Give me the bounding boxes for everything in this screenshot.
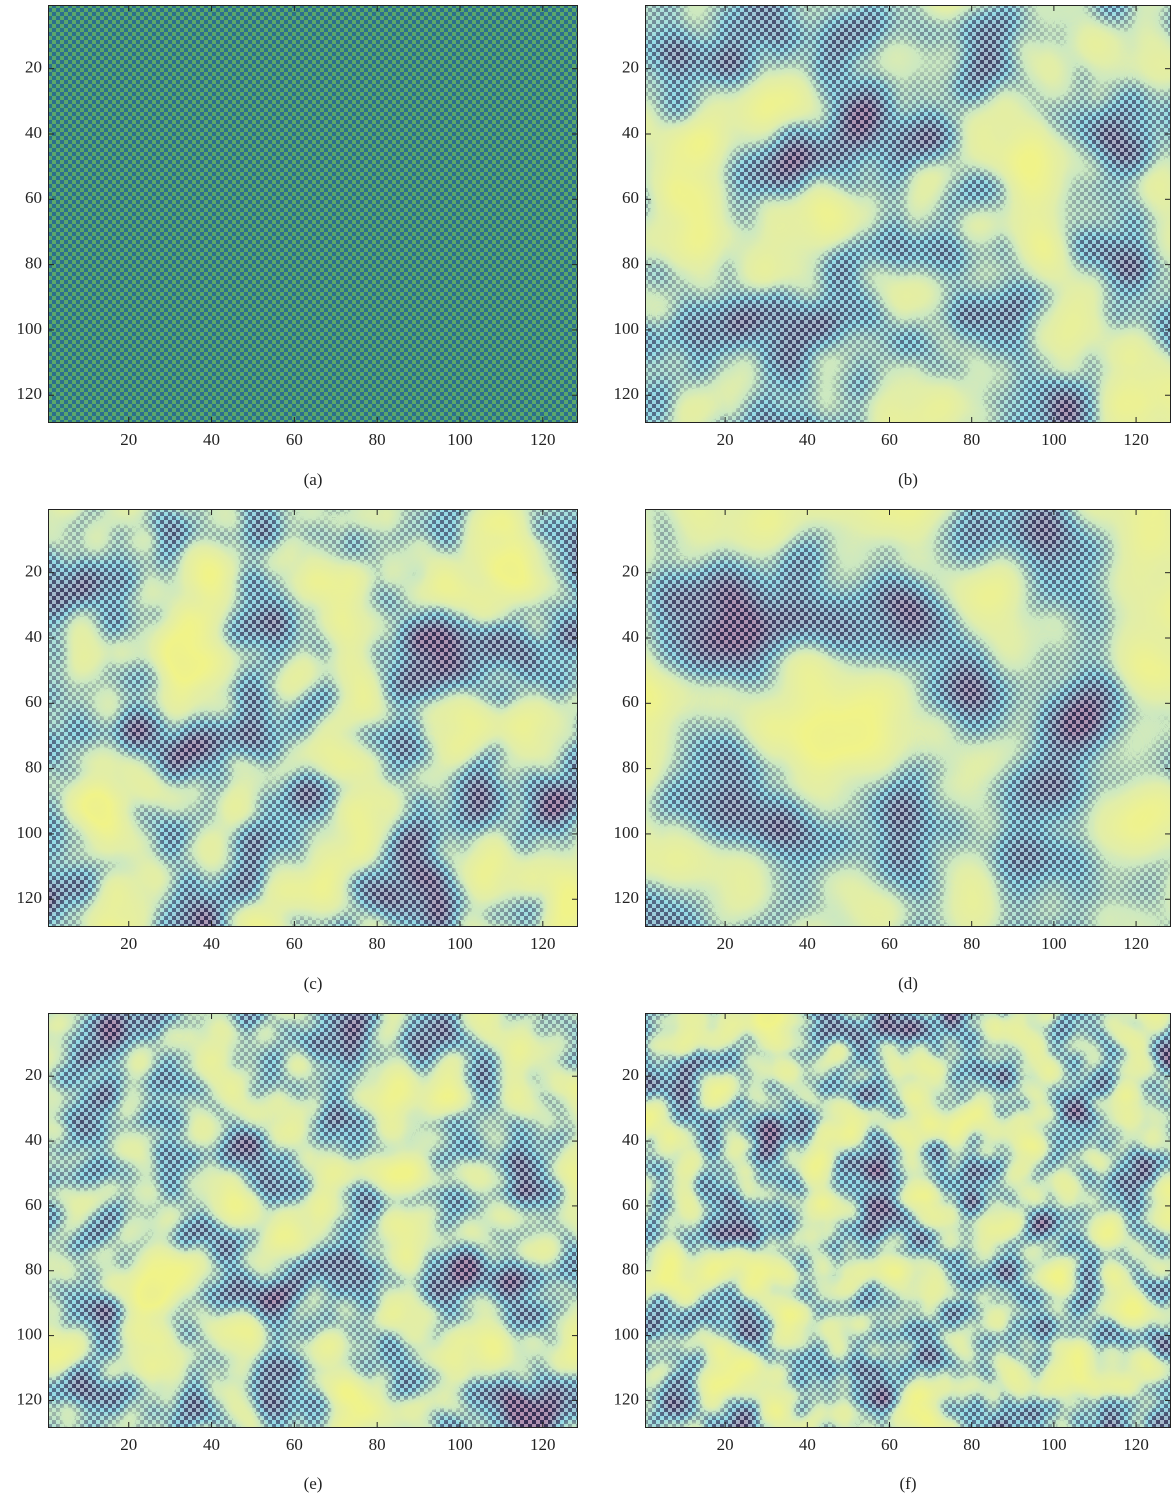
x-tick-label: 40 xyxy=(203,934,220,953)
x-tick-label: 60 xyxy=(881,1435,898,1454)
x-tick-label: 20 xyxy=(120,934,137,953)
x-tick-label: 60 xyxy=(286,1435,303,1454)
x-tick-label: 120 xyxy=(530,430,556,449)
x-tick-label: 120 xyxy=(1123,934,1149,953)
y-tick-label: 80 xyxy=(25,758,42,777)
y-tick-label: 100 xyxy=(17,1325,43,1344)
figure: 20 40 60 80 100 120 20 40 60 80 100 120 (a) 20 40 60 80 1… xyxy=(0,0,1172,1499)
y-tick-label: 80 xyxy=(622,1260,639,1279)
x-tick-label: 20 xyxy=(120,430,137,449)
y-tick-label: 100 xyxy=(614,823,640,842)
y-tick-label: 60 xyxy=(622,188,639,207)
panel-caption: (e) xyxy=(304,1474,323,1493)
x-tick-label: 20 xyxy=(120,1435,137,1454)
x-tick-label: 20 xyxy=(717,934,734,953)
x-tick-label: 80 xyxy=(369,1435,386,1454)
y-tick-label: 20 xyxy=(25,1065,42,1084)
checker-overlay xyxy=(48,509,578,927)
y-tick-label: 120 xyxy=(614,384,640,403)
y-tick-label: 120 xyxy=(17,384,43,403)
field-image xyxy=(48,5,578,423)
y-tick-label: 80 xyxy=(25,1260,42,1279)
x-tick-label: 80 xyxy=(963,430,980,449)
x-tick-label: 60 xyxy=(286,430,303,449)
y-tick-label: 60 xyxy=(25,1195,42,1214)
x-tick-label: 120 xyxy=(530,1435,556,1454)
x-tick-label: 40 xyxy=(203,430,220,449)
panel-caption: (f) xyxy=(900,1474,917,1493)
panel-caption: (a) xyxy=(304,470,323,489)
y-tick-label: 120 xyxy=(614,1389,640,1408)
x-tick-label: 100 xyxy=(1041,934,1067,953)
x-tick-label: 80 xyxy=(369,934,386,953)
y-tick-label: 80 xyxy=(25,254,42,273)
x-tick-label: 60 xyxy=(881,934,898,953)
y-tick-label: 20 xyxy=(622,58,639,77)
y-tick-label: 60 xyxy=(25,188,42,207)
x-tick-label: 100 xyxy=(1041,1435,1067,1454)
y-tick-label: 40 xyxy=(622,1130,639,1149)
y-tick-label: 40 xyxy=(622,123,639,142)
y-tick-label: 60 xyxy=(622,692,639,711)
y-tick-label: 100 xyxy=(614,1325,640,1344)
y-tick-label: 120 xyxy=(17,888,43,907)
x-tick-label: 100 xyxy=(447,430,473,449)
y-tick-label: 40 xyxy=(25,123,42,142)
checker-overlay xyxy=(645,5,1171,423)
y-tick-label: 80 xyxy=(622,758,639,777)
page: {"chart_data":[ {"type":"heatmap","capti… xyxy=(0,0,1172,1499)
y-tick-label: 120 xyxy=(17,1389,43,1408)
y-tick-label: 40 xyxy=(25,1130,42,1149)
x-tick-label: 60 xyxy=(881,430,898,449)
y-tick-label: 100 xyxy=(614,319,640,338)
y-tick-label: 100 xyxy=(17,319,43,338)
y-tick-label: 80 xyxy=(622,254,639,273)
x-tick-label: 120 xyxy=(1123,1435,1149,1454)
x-tick-label: 120 xyxy=(530,934,556,953)
panel-caption: (b) xyxy=(898,470,918,489)
x-tick-label: 20 xyxy=(717,1435,734,1454)
x-tick-label: 40 xyxy=(799,430,816,449)
checker-overlay xyxy=(645,509,1171,927)
x-tick-label: 40 xyxy=(799,934,816,953)
panel-caption: (d) xyxy=(898,974,918,993)
x-tick-label: 100 xyxy=(1041,430,1067,449)
y-tick-label: 20 xyxy=(25,58,42,77)
y-tick-label: 20 xyxy=(622,562,639,581)
x-tick-label: 100 xyxy=(447,934,473,953)
x-tick-label: 60 xyxy=(286,934,303,953)
checker-overlay xyxy=(48,1013,578,1428)
y-tick-label: 20 xyxy=(622,1065,639,1084)
x-tick-label: 80 xyxy=(369,430,386,449)
x-tick-label: 80 xyxy=(963,1435,980,1454)
y-tick-label: 120 xyxy=(614,888,640,907)
y-tick-label: 100 xyxy=(17,823,43,842)
panel-caption: (c) xyxy=(304,974,323,993)
x-tick-label: 20 xyxy=(717,430,734,449)
x-tick-label: 80 xyxy=(963,934,980,953)
checker-overlay xyxy=(645,1013,1171,1428)
y-tick-label: 60 xyxy=(622,1195,639,1214)
x-tick-label: 100 xyxy=(447,1435,473,1454)
y-tick-label: 40 xyxy=(622,627,639,646)
x-tick-label: 40 xyxy=(799,1435,816,1454)
y-tick-label: 60 xyxy=(25,692,42,711)
x-tick-label: 120 xyxy=(1123,430,1149,449)
y-tick-label: 40 xyxy=(25,627,42,646)
x-tick-label: 40 xyxy=(203,1435,220,1454)
y-tick-label: 20 xyxy=(25,562,42,581)
